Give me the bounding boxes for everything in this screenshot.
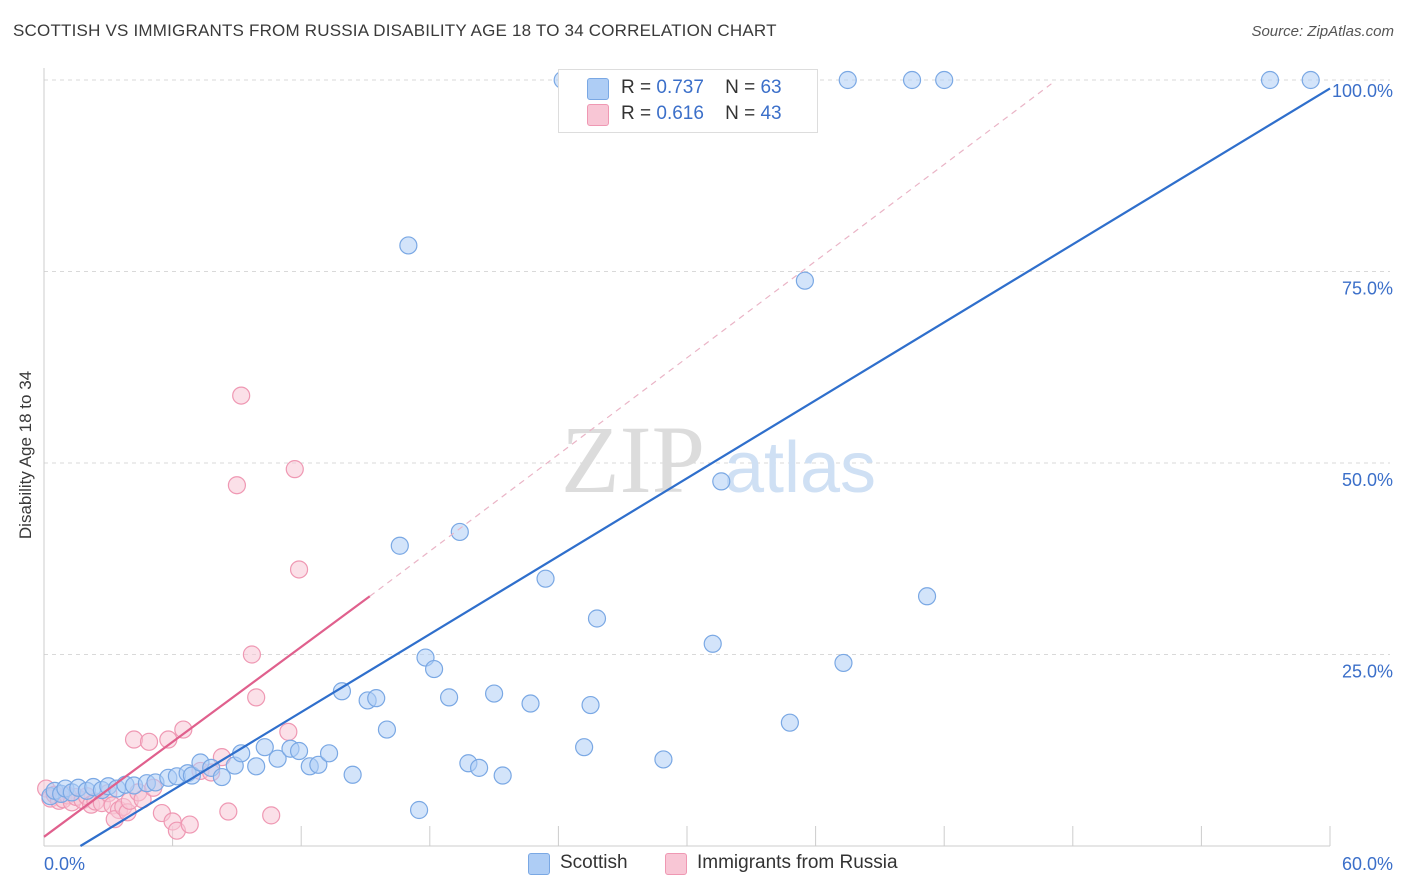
legend-russia-r: 0.616 xyxy=(656,103,704,124)
russia-point-41 xyxy=(285,460,304,479)
russia-point-38 xyxy=(247,688,266,707)
scottish-point-28 xyxy=(289,741,309,761)
legend-n-label: N = xyxy=(725,77,756,98)
scottish-point-39 xyxy=(409,800,429,820)
scottish-point-63 xyxy=(917,587,937,606)
russia-trend-extension xyxy=(369,83,1052,597)
legend-r-label: R = xyxy=(621,77,652,98)
scottish-point-41 xyxy=(424,659,444,679)
scottish-point-61 xyxy=(838,70,857,90)
scottish-point-26 xyxy=(268,749,287,768)
source-credit: Source: ZipAtlas.com xyxy=(1251,23,1394,40)
y-axis-label: Disability Age 18 to 34 xyxy=(16,370,35,540)
scottish-point-64 xyxy=(935,70,954,90)
russia-point-33 xyxy=(212,748,231,767)
scottish-point-48 xyxy=(521,694,540,713)
russia-point-30 xyxy=(180,815,199,834)
scottish-point-55 xyxy=(654,750,673,769)
y-tick-label-3: 100.0% xyxy=(1332,81,1393,101)
russia-point-36 xyxy=(232,386,251,405)
series-scottish-points xyxy=(41,70,1320,820)
watermark-zip: ZIP xyxy=(561,406,705,513)
scottish-point-33 xyxy=(343,765,362,784)
bottom-legend-label-scottish: Scottish xyxy=(560,852,628,873)
watermark-atlas: atlas xyxy=(724,428,876,508)
scottish-point-31 xyxy=(319,744,339,763)
y-tick-label-2: 75.0% xyxy=(1342,279,1393,299)
scottish-point-56 xyxy=(703,634,722,653)
y-tick-label-0: 25.0% xyxy=(1342,662,1393,682)
legend-scottish-r: 0.737 xyxy=(656,77,704,98)
russia-point-34 xyxy=(219,802,238,821)
legend-n-label: N = xyxy=(725,103,756,124)
bottom-legend-label-russia: Immigrants from Russia xyxy=(697,852,898,873)
scottish-point-24 xyxy=(247,757,266,776)
russia-point-35 xyxy=(227,476,246,495)
russia-point-23 xyxy=(139,732,159,751)
legend-scottish-n: 63 xyxy=(760,77,782,98)
scottish-point-42 xyxy=(439,688,459,707)
scottish-point-35 xyxy=(367,689,386,708)
russia-point-29 xyxy=(174,720,193,739)
scottish-point-36 xyxy=(377,720,397,739)
russia-point-40 xyxy=(279,722,298,741)
scottish-point-32 xyxy=(332,682,352,701)
scottish-point-38 xyxy=(399,236,418,255)
y-tick-labels: 25.0% 50.0% 75.0% 100.0% xyxy=(1332,81,1393,682)
scottish-point-45 xyxy=(469,758,489,777)
scottish-point-57 xyxy=(712,472,731,491)
scottish-point-62 xyxy=(902,70,922,90)
x-tick-label-0: 0.0% xyxy=(44,854,85,874)
y-tick-label-1: 50.0% xyxy=(1342,470,1393,490)
bottom-legend-swatch-scottish xyxy=(528,853,550,875)
scottish-point-49 xyxy=(536,569,555,588)
x-tick-label-1: 60.0% xyxy=(1342,854,1393,874)
scottish-point-52 xyxy=(581,695,600,715)
trend-lines xyxy=(43,83,1331,847)
axes xyxy=(43,68,1331,847)
scottish-point-43 xyxy=(450,522,469,542)
legend-box: R = 0.737 N = 63 R = 0.616 N = 43 xyxy=(558,69,818,133)
russia-point-39 xyxy=(262,806,281,825)
scottish-point-53 xyxy=(587,609,607,628)
scottish-point-25 xyxy=(255,738,274,757)
russia-point-37 xyxy=(242,645,262,664)
legend-swatch-scottish xyxy=(587,78,609,100)
russia-point-20 xyxy=(124,730,144,749)
russia-point-42 xyxy=(289,560,309,579)
scottish-point-47 xyxy=(493,766,512,785)
scottish-point-46 xyxy=(485,684,504,703)
legend-swatch-russia xyxy=(587,104,609,126)
scottish-point-59 xyxy=(795,271,814,290)
grid-lines xyxy=(44,79,1390,655)
scottish-point-30 xyxy=(309,755,328,774)
x-tick-labels: 0.0% 60.0% xyxy=(44,854,1393,874)
chart-title: SCOTTISH VS IMMIGRANTS FROM RUSSIA DISAB… xyxy=(13,21,777,40)
scottish-point-58 xyxy=(780,713,799,732)
scottish-point-51 xyxy=(575,738,594,757)
russia-trend-line xyxy=(43,595,371,838)
bottom-legend-swatch-russia xyxy=(665,853,687,875)
scottish-point-21 xyxy=(212,767,231,787)
scottish-point-66 xyxy=(1301,70,1320,90)
scottish-trend-line xyxy=(79,87,1331,847)
legend-r-label: R = xyxy=(621,103,652,124)
scottish-point-60 xyxy=(834,653,853,673)
legend-russia-n: 43 xyxy=(760,103,782,124)
scottish-point-37 xyxy=(390,536,409,555)
scottish-point-65 xyxy=(1260,70,1280,90)
